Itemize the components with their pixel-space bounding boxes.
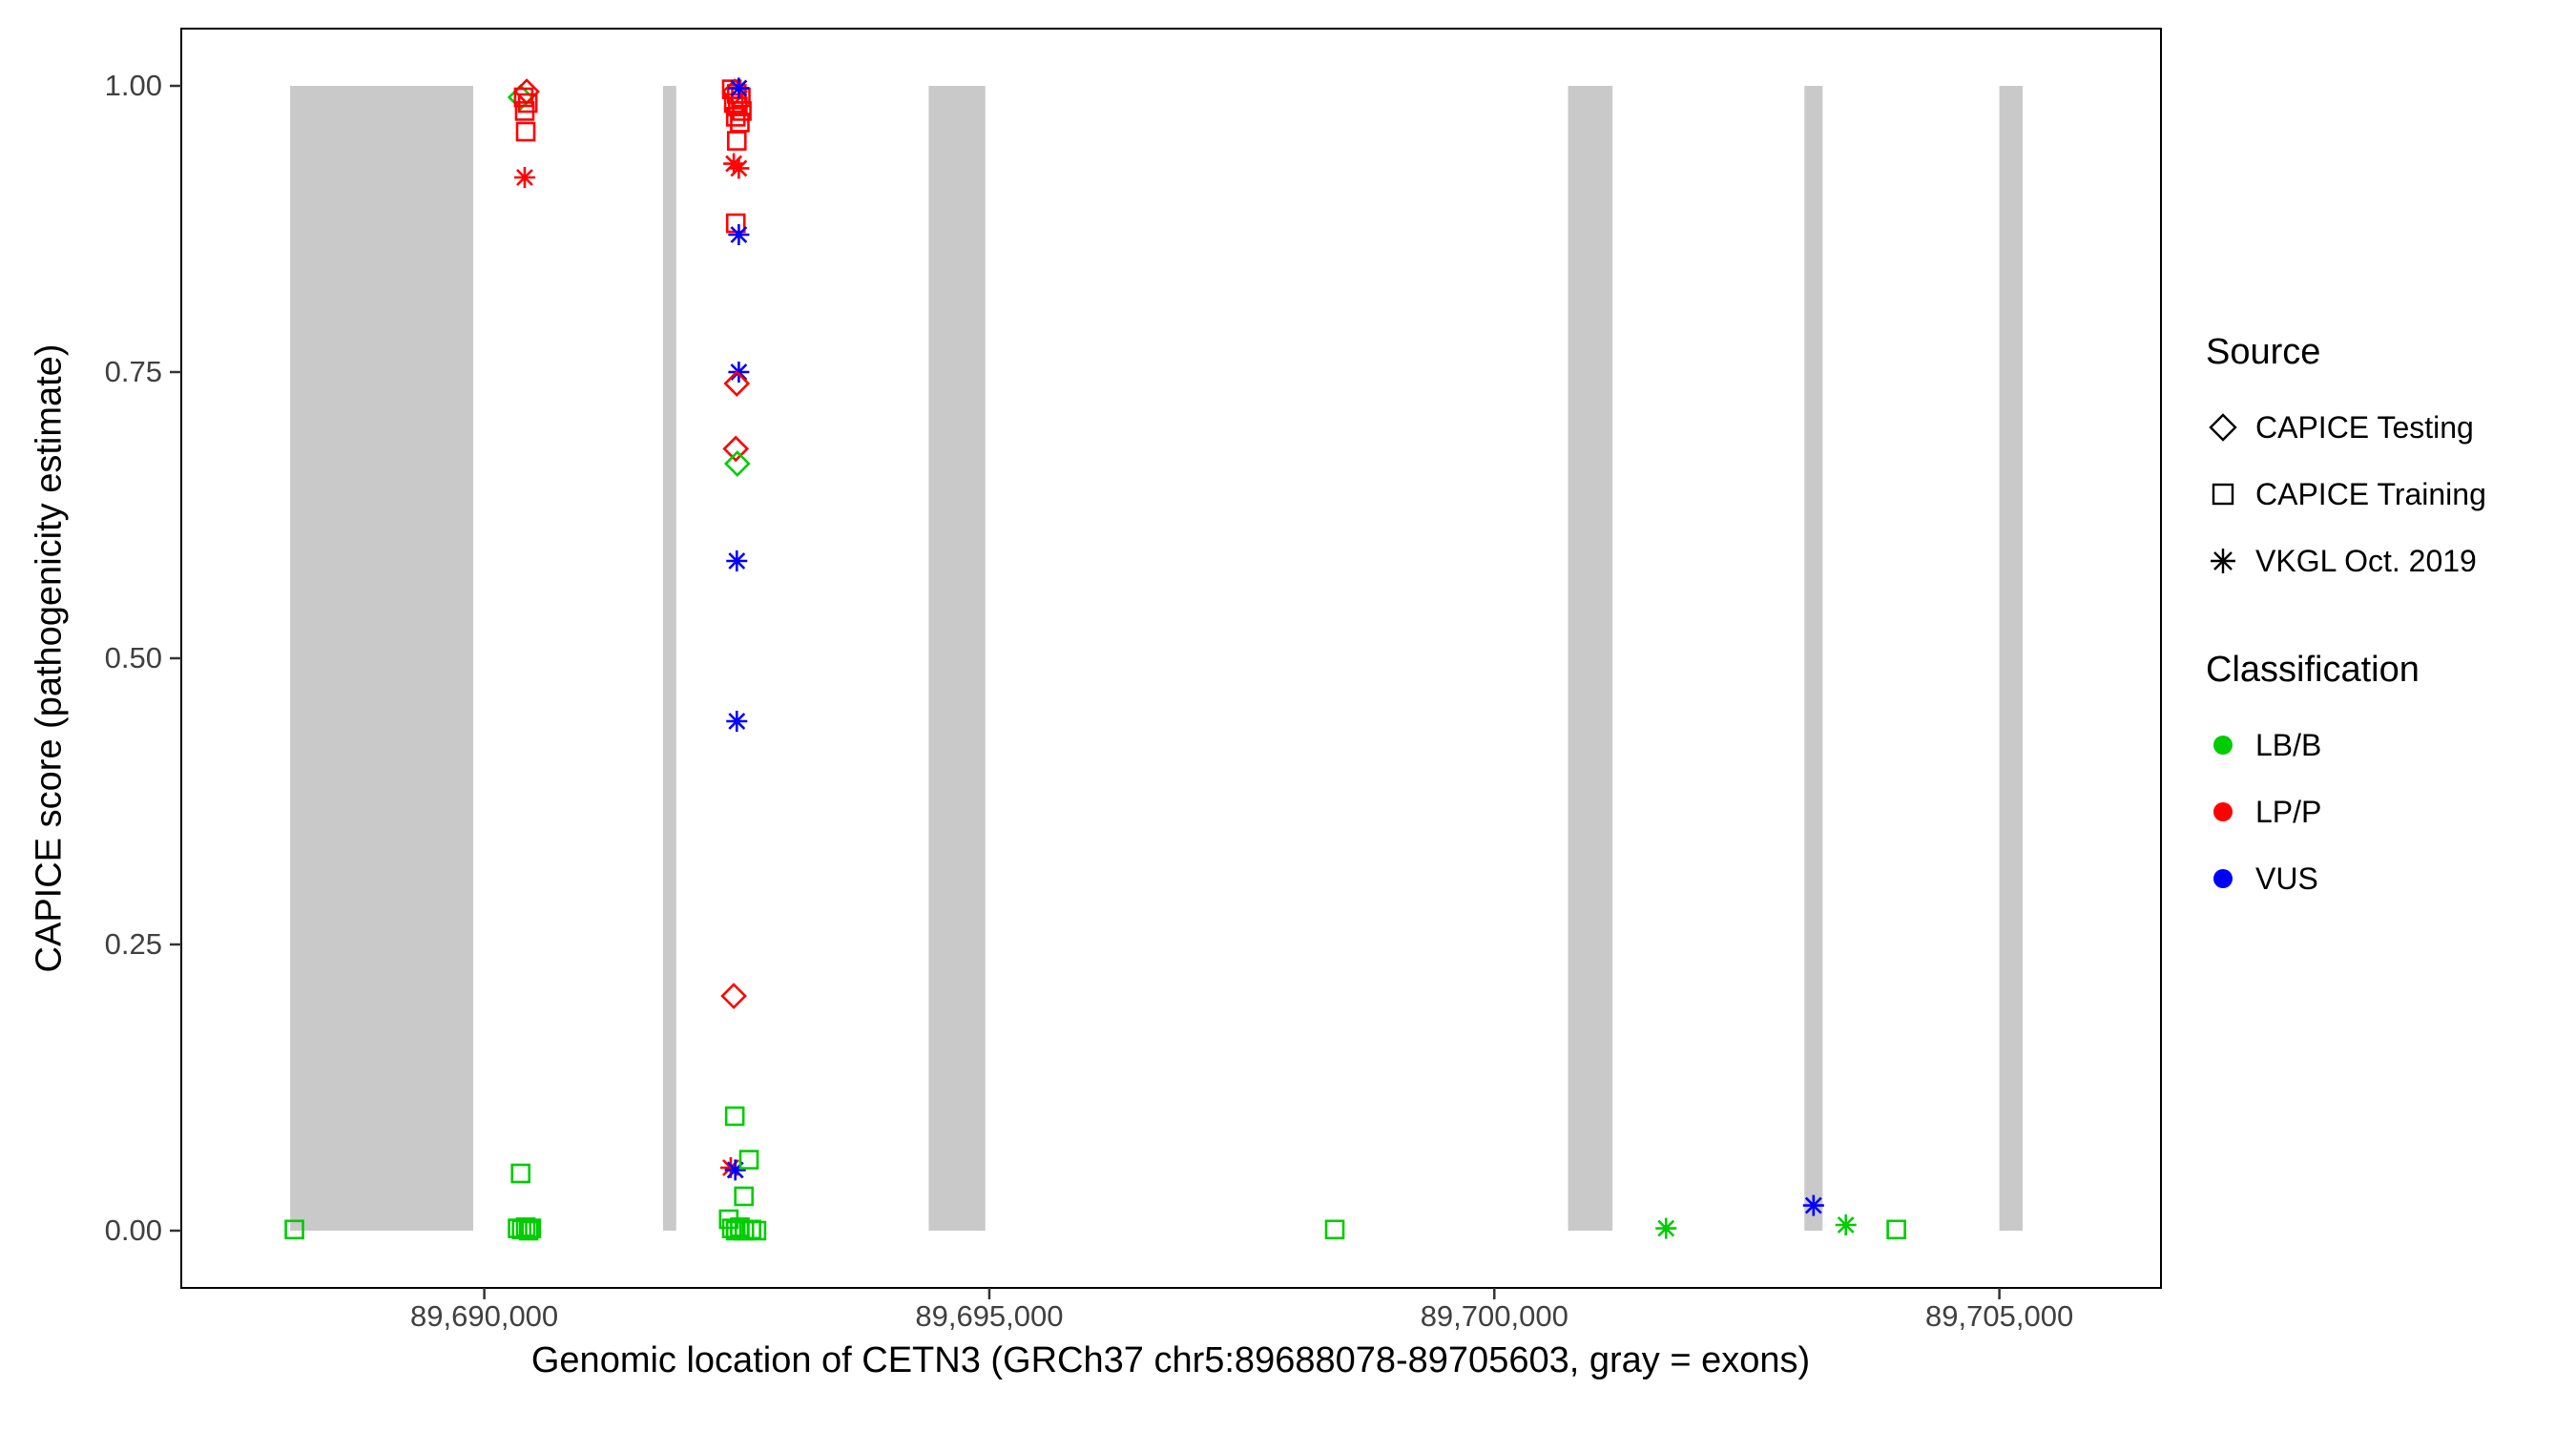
data-point-square [738, 1150, 759, 1170]
legend-item-capice-training: CAPICE Training [2206, 461, 2574, 528]
legend-item-label: LP/P [2255, 794, 2322, 829]
data-point-square [515, 121, 536, 142]
green-circle-icon [2213, 736, 2233, 755]
x-tick-label: 89,700,000 [1420, 1299, 1568, 1333]
legend-section-gap [2206, 594, 2574, 650]
data-point-asterisk [1802, 1194, 1824, 1216]
panel-border [180, 28, 2162, 1289]
asterisk-icon [2211, 549, 2235, 573]
exon-band [662, 86, 676, 1231]
legend-item-lbb: LB/B [2206, 712, 2574, 778]
data-point-square [1324, 1219, 1345, 1240]
data-point-square [734, 1186, 754, 1207]
data-point-asterisk [513, 167, 535, 188]
legend-item-lpp: LP/P [2206, 778, 2574, 845]
exon-band [928, 86, 986, 1231]
data-point-square [725, 213, 746, 234]
x-tick-label: 89,690,000 [410, 1299, 559, 1333]
x-tick-label: 89,695,000 [915, 1299, 1064, 1333]
data-point-square [724, 1106, 745, 1127]
data-point-asterisk [728, 362, 750, 383]
y-tick-label: 0.00 [104, 1213, 162, 1247]
data-point-asterisk [728, 77, 750, 99]
data-point-diamond [723, 370, 751, 397]
exon-band [1804, 86, 1823, 1231]
red-circle-icon [2213, 802, 2233, 821]
data-point-square [521, 1218, 542, 1238]
legend-item-label: CAPICE Testing [2255, 409, 2474, 445]
data-point-asterisk [1655, 1217, 1677, 1239]
data-point-square [510, 1163, 531, 1184]
data-point-square [514, 101, 535, 121]
data-point-square [746, 1220, 767, 1241]
data-point-asterisk [726, 550, 748, 571]
exon-band [1999, 86, 2023, 1231]
legend-item-label: VKGL Oct. 2019 [2255, 543, 2477, 578]
y-tick-label: 0.50 [104, 641, 162, 674]
data-point-square [732, 101, 752, 121]
legend-item-label: LB/B [2255, 727, 2322, 762]
legend-classification-title: Classification [2206, 650, 2420, 690]
data-point-square [726, 131, 747, 151]
legend-item-vus: VUS [2206, 845, 2574, 912]
legend-source-title: Source [2206, 332, 2321, 372]
y-tick-label: 0.75 [104, 355, 162, 388]
x-tick-label: 89,705,000 [1925, 1299, 2074, 1333]
legend-item-label: CAPICE Training [2255, 476, 2486, 511]
data-point-diamond [722, 435, 750, 463]
data-point-asterisk [726, 711, 748, 732]
blue-circle-icon [2213, 869, 2233, 888]
legend: Source CAPICE Testing CAPICE Training VK… [2206, 332, 2574, 912]
data-point-asterisk [1835, 1214, 1857, 1235]
data-point-diamond [720, 983, 747, 1009]
y-tick-label: 1.00 [104, 69, 162, 102]
data-point-square [518, 1220, 539, 1241]
diamond-icon [2209, 413, 2237, 442]
data-point-square [725, 107, 746, 127]
data-point-asterisk [728, 157, 750, 179]
data-point-diamond [723, 450, 751, 477]
data-point-square [284, 1219, 304, 1240]
legend-item-vkgl: VKGL Oct. 2019 [2206, 528, 2574, 594]
exon-band [290, 86, 473, 1231]
legend-item-label: VUS [2255, 861, 2318, 896]
legend-item-capice-testing: CAPICE Testing [2206, 394, 2574, 461]
exon-band [1568, 86, 1613, 1231]
square-icon [2212, 483, 2234, 506]
data-point-asterisk [728, 224, 750, 245]
data-point-square [1886, 1219, 1906, 1240]
y-tick-label: 0.25 [104, 927, 162, 961]
x-axis-title: Genomic location of CETN3 (GRCh37 chr5:8… [530, 1340, 1811, 1380]
data-point-asterisk [724, 1159, 746, 1181]
